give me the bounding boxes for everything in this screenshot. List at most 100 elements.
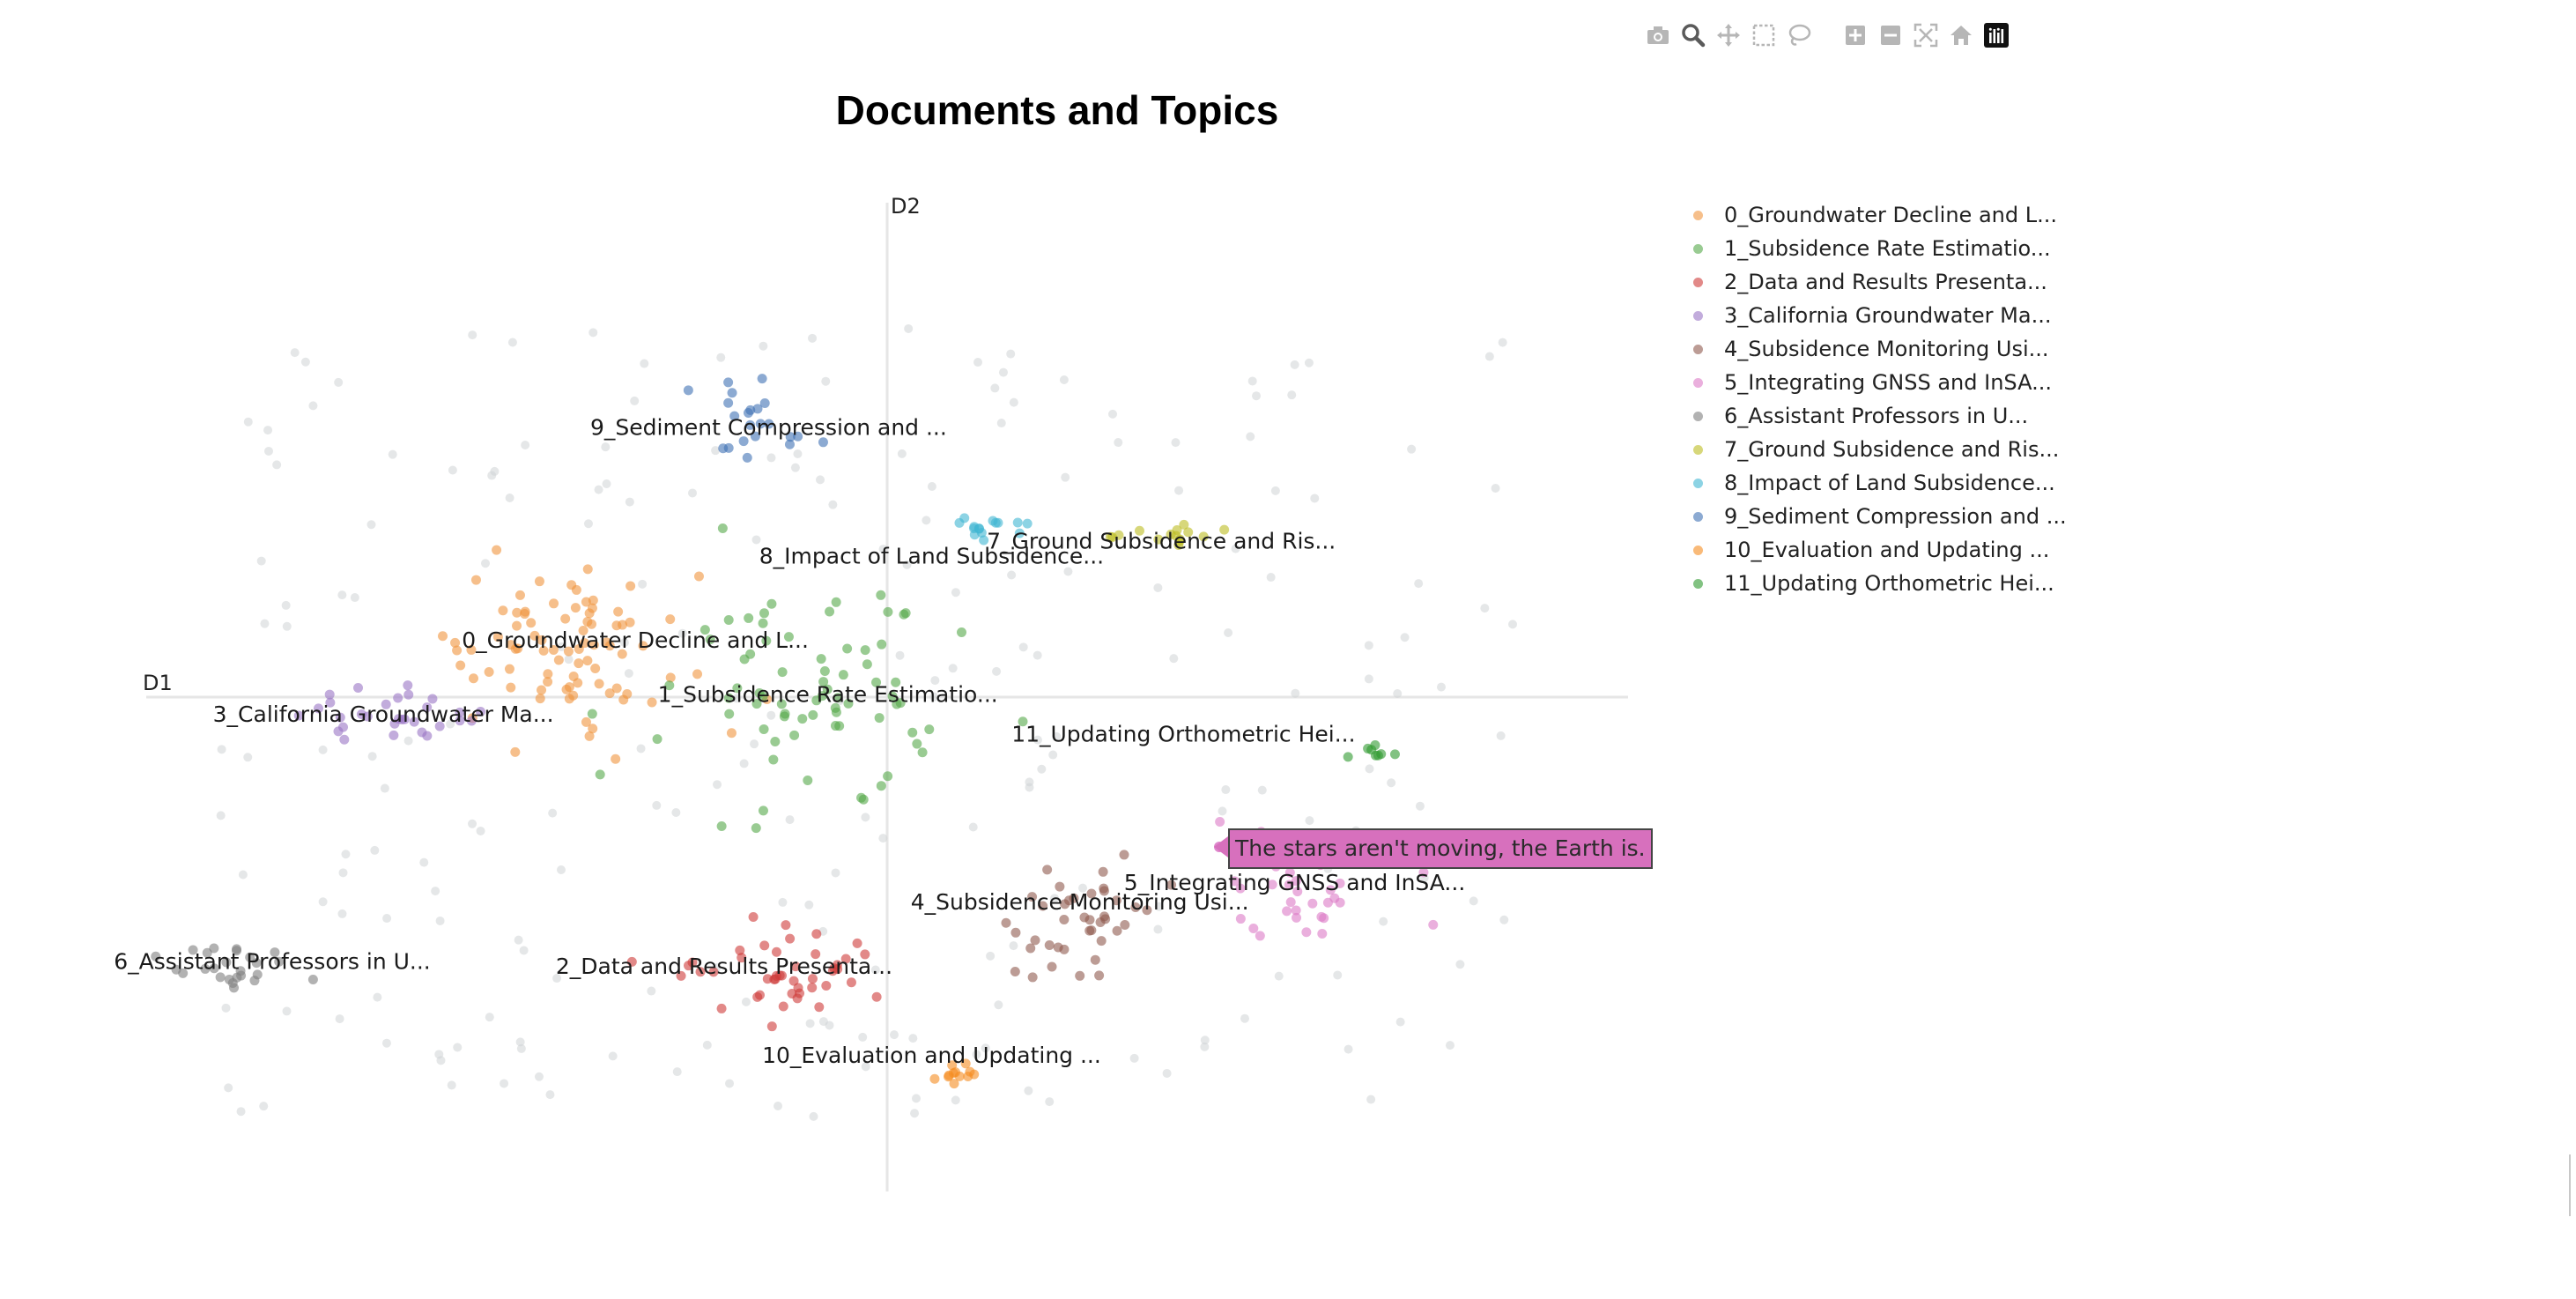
topic-3-document-point[interactable] (339, 734, 350, 745)
topic-0-document-point[interactable] (582, 564, 593, 575)
unassigned-document-point[interactable] (981, 1043, 990, 1053)
topic-1-document-point[interactable] (838, 670, 848, 680)
topic-2-document-point[interactable] (708, 967, 719, 977)
topic-1-document-point[interactable] (759, 724, 769, 734)
topic-8-document-point[interactable] (1022, 518, 1033, 529)
unassigned-document-point[interactable] (808, 333, 818, 343)
topic-3-document-point[interactable] (422, 702, 433, 713)
topic-5-document-point[interactable] (1317, 928, 1328, 939)
unassigned-document-point[interactable] (216, 811, 226, 820)
topic-5-document-point[interactable] (1292, 887, 1303, 897)
topic-3-document-point[interactable] (475, 707, 485, 717)
topic-9-document-point[interactable] (742, 452, 752, 463)
topic-1-document-point[interactable] (768, 754, 779, 765)
unassigned-document-point[interactable] (831, 868, 840, 878)
topic-1-document-point[interactable] (745, 649, 756, 659)
topic-3-document-point[interactable] (389, 730, 399, 740)
unassigned-document-point[interactable] (435, 916, 445, 925)
unassigned-document-point[interactable] (640, 359, 649, 368)
topic-3-document-point[interactable] (409, 716, 419, 727)
topic-7-document-point[interactable] (1153, 534, 1164, 545)
unassigned-document-point[interactable] (431, 887, 440, 896)
unassigned-document-point[interactable] (889, 1030, 899, 1040)
unassigned-document-point[interactable] (1154, 902, 1164, 911)
topic-2-document-point[interactable] (790, 961, 801, 972)
unassigned-document-point[interactable] (1059, 375, 1069, 384)
topic-2-document-point[interactable] (860, 949, 870, 960)
unassigned-document-point[interactable] (821, 376, 831, 386)
unassigned-document-point[interactable] (601, 442, 611, 452)
topic-1-document-point[interactable] (830, 702, 840, 713)
topic-2-document-point[interactable] (695, 967, 706, 977)
topic-0-document-point[interactable] (566, 580, 577, 590)
unassigned-document-point[interactable] (785, 815, 795, 825)
unassigned-document-point[interactable] (994, 1000, 1003, 1010)
unassigned-document-point[interactable] (1364, 674, 1373, 684)
topic-1-document-point[interactable] (833, 693, 843, 703)
topic-1-document-point[interactable] (758, 691, 768, 701)
topic-1-document-point[interactable] (917, 747, 928, 758)
topic-0-document-point[interactable] (438, 631, 448, 642)
unassigned-document-point[interactable] (895, 650, 905, 660)
topic-9-document-point[interactable] (723, 377, 734, 388)
topic-0-document-point[interactable] (512, 607, 522, 618)
topic-10-document-point[interactable] (929, 1073, 940, 1084)
topic-0-document-point[interactable] (514, 590, 525, 600)
unassigned-document-point[interactable] (381, 1038, 391, 1048)
unassigned-document-point[interactable] (711, 446, 721, 456)
unassigned-document-point[interactable] (1107, 409, 1117, 419)
unassigned-document-point[interactable] (739, 759, 749, 768)
legend-item-topic-3[interactable]: 3_California Groundwater Ma... (1683, 299, 2067, 332)
topic-4-document-point[interactable] (1010, 967, 1020, 977)
unassigned-document-point[interactable] (652, 800, 662, 810)
topic-1-document-point[interactable] (789, 730, 800, 740)
unassigned-document-point[interactable] (1436, 682, 1446, 692)
topic-4-document-point[interactable] (1075, 970, 1085, 981)
topic-0-document-point[interactable] (537, 635, 547, 645)
topic-0-document-point[interactable] (618, 694, 629, 705)
unassigned-document-point[interactable] (334, 377, 344, 387)
topic-0-document-point[interactable] (470, 575, 481, 585)
unassigned-document-point[interactable] (1018, 642, 1028, 652)
topic-0-document-point[interactable] (543, 669, 553, 679)
unassigned-document-point[interactable] (1395, 1017, 1405, 1027)
topic-11-document-point[interactable] (1373, 750, 1383, 761)
topic-1-document-point[interactable] (751, 823, 761, 834)
topic-2-document-point[interactable] (778, 1001, 788, 1012)
topic-0-document-point[interactable] (510, 643, 521, 654)
unassigned-document-point[interactable] (990, 383, 1000, 393)
topic-1-document-point[interactable] (766, 598, 777, 609)
topic-1-document-point[interactable] (892, 699, 902, 709)
unassigned-document-point[interactable] (1274, 971, 1284, 981)
topic-4-document-point[interactable] (1001, 917, 1011, 928)
topic-4-document-point[interactable] (1166, 880, 1177, 890)
topic-0-document-point[interactable] (604, 688, 615, 699)
legend-item-topic-6[interactable]: 6_Assistant Professors in U... (1683, 399, 2067, 433)
unassigned-document-point[interactable] (1344, 1044, 1353, 1054)
unassigned-document-point[interactable] (904, 323, 914, 333)
unassigned-document-point[interactable] (515, 1037, 525, 1047)
topic-0-document-point[interactable] (549, 598, 559, 609)
topic-0-document-point[interactable] (535, 694, 545, 704)
unassigned-document-point[interactable] (282, 621, 292, 631)
topic-3-document-point[interactable] (313, 703, 323, 714)
topic-4-document-point[interactable] (1059, 915, 1070, 925)
topic-8-document-point[interactable] (973, 523, 984, 534)
topic-5-document-point[interactable] (1282, 906, 1292, 917)
topic-6-document-point[interactable] (274, 956, 285, 967)
topic-9-document-point[interactable] (785, 432, 796, 442)
unassigned-document-point[interactable] (732, 694, 742, 703)
topic-5-document-point[interactable] (1428, 919, 1439, 930)
scatter-plot-area[interactable]: D1 D2 0_Groundwater Decline and L... 1_Subs… (0, 0, 1674, 1299)
unassigned-document-point[interactable] (238, 870, 248, 880)
unassigned-document-point[interactable] (902, 560, 912, 569)
topic-5-document-point[interactable] (1418, 867, 1429, 878)
topic-1-document-point[interactable] (759, 608, 769, 619)
unassigned-document-point[interactable] (1025, 783, 1034, 792)
topic-5-document-point[interactable] (1291, 905, 1301, 916)
unassigned-document-point[interactable] (1387, 778, 1396, 788)
topic-6-document-point[interactable] (200, 963, 211, 974)
unassigned-document-point[interactable] (1129, 1053, 1139, 1063)
topic-1-document-point[interactable] (842, 643, 853, 654)
unassigned-document-point[interactable] (388, 449, 397, 459)
